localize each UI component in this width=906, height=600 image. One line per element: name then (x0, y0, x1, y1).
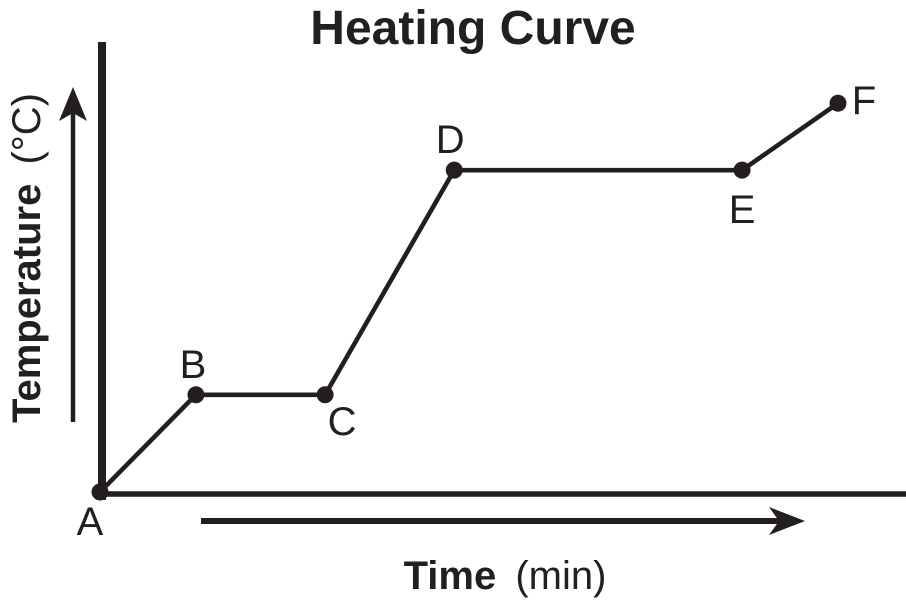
point-label-d: D (436, 118, 465, 162)
curve-point-labels: A B C D E F (77, 79, 877, 544)
y-axis-arrow (59, 87, 87, 422)
x-axis-arrow (201, 507, 805, 535)
y-axis-arrowhead-icon (59, 87, 87, 121)
point-label-c: C (328, 400, 357, 444)
curve-points (91, 94, 847, 501)
point-label-b: B (180, 343, 207, 387)
curve-point-c (316, 386, 334, 404)
y-axis-label: Temperature (°C) (5, 93, 49, 423)
curve-point-e (733, 161, 751, 179)
x-axis-arrowhead-icon (769, 507, 805, 535)
x-axis-label-unit: (min) (515, 554, 606, 598)
y-axis-label-name: Temperature (5, 184, 49, 423)
x-axis-label: Time (min) (404, 554, 607, 598)
point-label-f: F (852, 79, 876, 123)
point-label-a: A (77, 500, 104, 544)
curve-point-b (187, 386, 205, 404)
point-label-e: E (729, 188, 756, 232)
curve-point-d (445, 161, 463, 179)
y-axis-label-unit: (°C) (5, 93, 49, 165)
x-axis-label-name: Time (404, 554, 497, 598)
curve-point-f (829, 94, 847, 112)
heating-curve-line (98, 101, 840, 494)
curve-point-a (91, 483, 109, 501)
chart-title: Heating Curve (310, 2, 635, 55)
